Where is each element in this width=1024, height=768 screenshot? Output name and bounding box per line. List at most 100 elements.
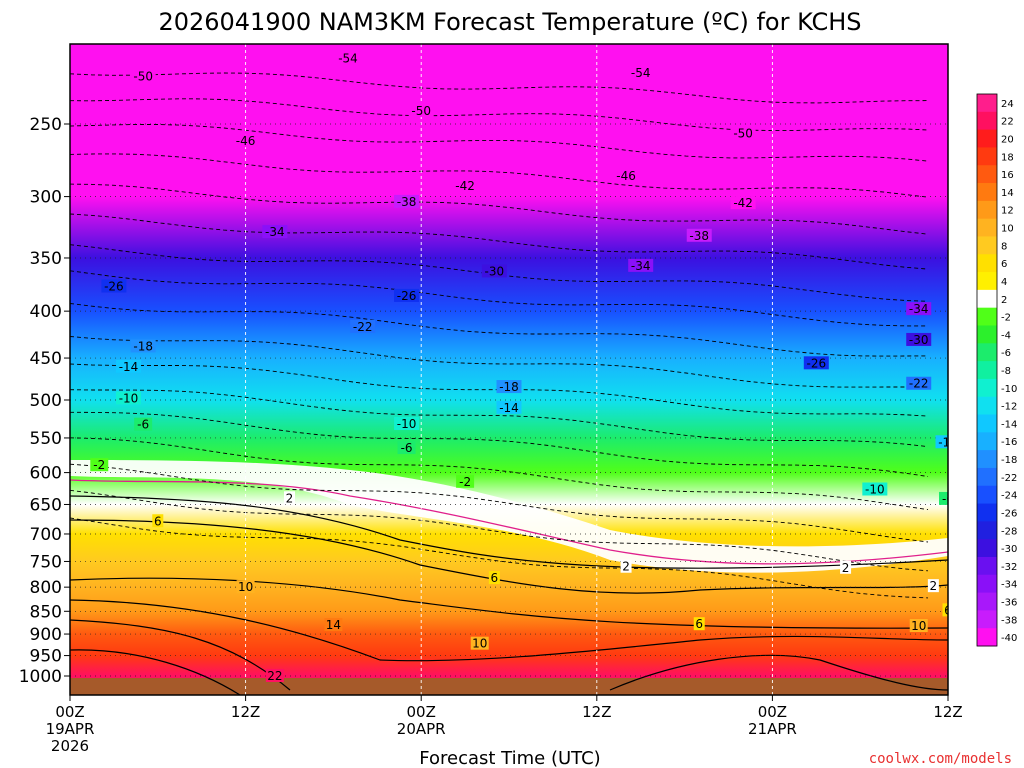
contour-label: -18 (499, 380, 519, 394)
contour-label: -30 (485, 264, 505, 278)
colorbar-swatch (977, 467, 997, 487)
contour-label: -6 (137, 418, 149, 432)
isotherm-line-dashed (70, 389, 929, 448)
contour-label: -14 (499, 401, 519, 415)
contour-label-bg (116, 391, 142, 405)
colorbar-swatch (977, 147, 997, 166)
contour-label: 6 (944, 603, 952, 617)
contour-label: -50 (411, 104, 431, 118)
colorbar-swatch (977, 200, 997, 220)
contour-labels: -50 -54 -54 -50 -50 -46 -46 -42 -42 -38 -38 -34 -34 -… (90, 51, 952, 683)
contour-label-bg (730, 196, 756, 210)
colorbar-swatch (977, 414, 997, 433)
y-tick-label: 700 (30, 525, 62, 545)
isotherm-line-dashed (70, 183, 929, 235)
contour-label-bg (130, 339, 156, 353)
contour-label: -46 (616, 169, 636, 183)
x-tick-label: 12Z (933, 703, 962, 721)
x-tick-label: 20APR (397, 720, 446, 738)
colorbar-swatch (977, 610, 997, 629)
colorbar-swatch (977, 592, 997, 611)
contour-label-bg (284, 491, 295, 505)
colorbar-swatch (977, 556, 997, 576)
colorbar-label: -4 (1001, 330, 1011, 341)
contour-label-bg (324, 618, 343, 632)
y-tick-label: 400 (30, 302, 62, 322)
contour-label: -14 (119, 360, 139, 374)
contour-label: -10 (119, 391, 139, 405)
contour-label-bg (693, 617, 705, 631)
contour-label-bg (481, 264, 507, 278)
contour-label-bg (730, 126, 756, 140)
contour-label: -50 (733, 126, 753, 140)
x-tick-label: 00Z (758, 703, 787, 721)
colorbar-swatch (977, 574, 997, 594)
colorbar-label: -16 (1001, 437, 1017, 448)
colorbar-swatch (977, 129, 997, 148)
contour-label-bg (488, 571, 500, 585)
contour-label: -38 (689, 229, 709, 243)
contour-label: -26 (806, 356, 826, 370)
contour-label-bg (942, 603, 948, 617)
colorbar-label: 6 (1001, 259, 1007, 270)
y-tick-label: 250 (30, 115, 62, 135)
contour-label-bg (906, 332, 932, 346)
isotherm-line-dashed (70, 336, 929, 388)
grid-lines (70, 44, 948, 695)
contour-label-bg (628, 66, 654, 80)
colorbar-swatch (977, 361, 997, 380)
contour-label: -54 (338, 51, 358, 65)
colorbar-label: -32 (1001, 562, 1017, 573)
contour-label: -26 (397, 289, 417, 303)
isotherm-line-dashed (70, 98, 929, 132)
contour-label-bg (906, 376, 932, 390)
colorbar-swatch (977, 396, 997, 416)
contour-label: 10 (472, 637, 487, 651)
x-tick-label: 12Z (582, 703, 611, 721)
isotherm-line-dashed (70, 213, 929, 270)
contour-label-bg (152, 514, 164, 528)
colorbar-label: -24 (1001, 491, 1017, 502)
colorbar-swatch (977, 628, 997, 647)
colorbar-label: -28 (1001, 526, 1017, 537)
contour-label: -22 (909, 377, 929, 391)
contour-label-bg (233, 134, 259, 148)
isotherm-line-solid (70, 599, 948, 662)
contour-label-bg (394, 416, 420, 430)
contour-label: -34 (265, 225, 285, 239)
colorbar-swatch (977, 111, 997, 131)
colorbar-label: 10 (1001, 224, 1014, 235)
y-tick-label: 750 (30, 552, 62, 572)
colorbar-swatch (977, 485, 997, 505)
contour-label-bg (394, 288, 420, 302)
contour-label-bg (130, 69, 156, 83)
contour-label-bg (134, 417, 153, 431)
colorbar-label: -12 (1001, 402, 1017, 413)
contour-label: -34 (909, 302, 929, 316)
colorbar-label: 24 (1001, 99, 1014, 110)
isotherm-line-dashed (70, 153, 929, 198)
colorbar-swatch (977, 432, 997, 451)
isotherm-line-solid (70, 519, 948, 594)
colorbar-swatch (977, 183, 997, 202)
colorbar-label: -8 (1001, 366, 1011, 377)
colorbar-swatch (977, 503, 997, 522)
contour-label: -18 (133, 339, 153, 353)
contour-label: 10 (911, 619, 926, 633)
isotherm-line-solid (70, 577, 948, 629)
colorbar-label: -14 (1001, 419, 1017, 430)
colorbar-label: -38 (1001, 615, 1017, 626)
contour-label: 2 (286, 491, 294, 505)
x-tick-label: 00Z (407, 703, 436, 721)
contour-label: -42 (455, 179, 475, 193)
x-axis-title: Forecast Time (UTC) (419, 748, 600, 768)
y-tick-label: 900 (30, 625, 62, 645)
contour-label-bg (470, 636, 489, 650)
y-tick-label: 950 (30, 647, 62, 667)
colorbar-label: -22 (1001, 473, 1017, 484)
y-tick-label: 500 (30, 391, 62, 411)
contour-label-bg (939, 491, 948, 505)
contour-label: -10 (397, 417, 417, 431)
colorbar-swatch (977, 539, 997, 558)
